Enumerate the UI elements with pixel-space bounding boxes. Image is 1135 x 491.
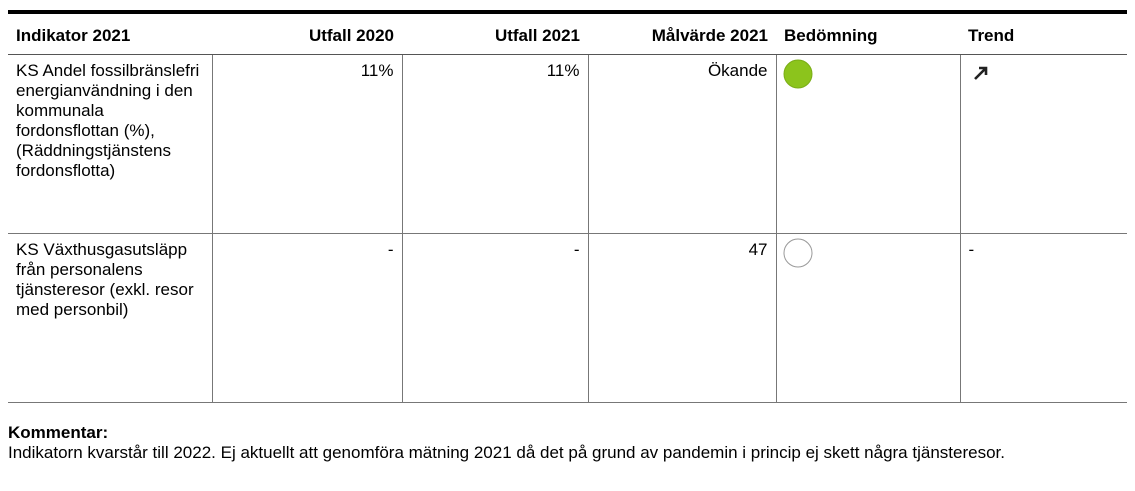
comment: Kommentar: Indikatorn kvarstår till 2022… [8, 423, 1108, 463]
trend-arrow [973, 66, 987, 80]
row: KS Växthusgasutsläpp från personalens tj… [8, 233, 1127, 403]
header-row: Indikator 2021 Utfall 2020 Utfall 2021 M… [8, 10, 1127, 55]
comment-text: Indikatorn kvarstår till 2022. Ej aktuel… [8, 443, 1005, 462]
header-cell: Trend [960, 10, 1127, 55]
cell: 47 [587, 233, 776, 403]
trend [959, 54, 1127, 234]
comment-label: Kommentar: [8, 423, 109, 442]
cell: 11% [401, 54, 588, 234]
header-cell: Indikator 2021 [8, 10, 212, 55]
header-cell: Utfall 2021 [402, 10, 588, 55]
cell: 11% [211, 54, 402, 234]
cell: - [401, 233, 588, 403]
header-cell: Målvärde 2021 [588, 10, 776, 55]
assessment-icon [783, 59, 812, 89]
row: KS Andel fossilbränslefri energianvändni… [8, 54, 1127, 234]
indicator-table: Indikator 2021 Utfall 2020 Utfall 2021 M… [8, 10, 1127, 403]
indicator: KS Växthusgasutsläpp från personalens tj… [8, 233, 212, 403]
header-cell: Bedömning [776, 10, 960, 55]
cell: Ökande [587, 54, 776, 234]
indicator: KS Andel fossilbränslefri energianvändni… [8, 54, 212, 234]
assessment [775, 233, 960, 403]
cell: - [211, 233, 402, 403]
trend: - [959, 233, 1127, 403]
assessment-icon [783, 238, 812, 268]
header-cell: Utfall 2020 [212, 10, 402, 55]
assessment [775, 54, 960, 234]
